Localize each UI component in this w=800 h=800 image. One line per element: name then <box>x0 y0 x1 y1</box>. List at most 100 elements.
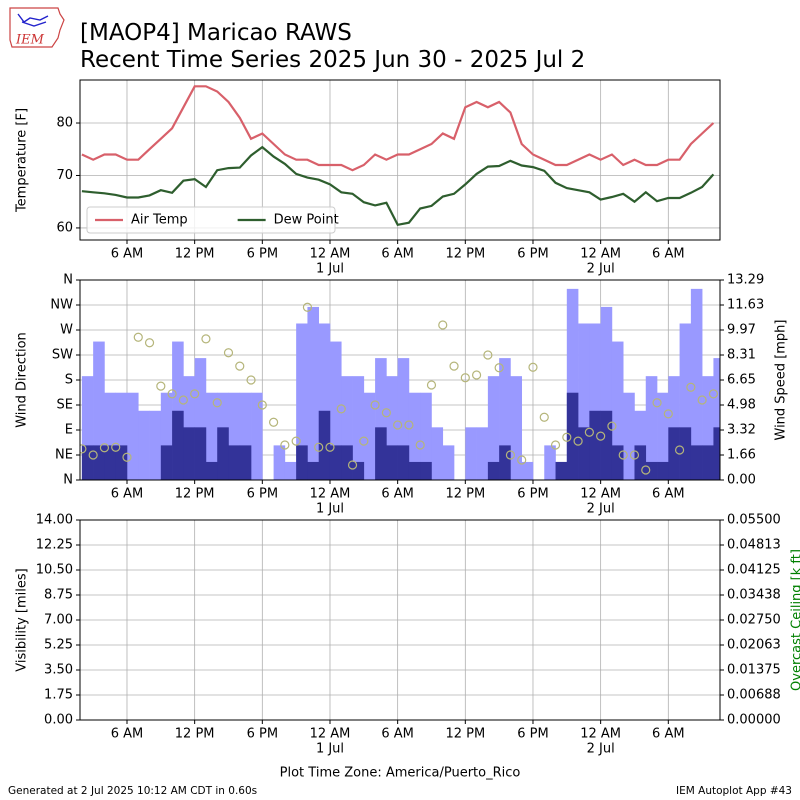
plot-frame <box>79 519 721 721</box>
y-axis-label: Visibility [miles] <box>15 568 30 671</box>
x-tick-label: 6 AM <box>111 727 144 742</box>
legend-box <box>86 206 336 234</box>
bar <box>93 341 105 480</box>
point <box>212 398 222 408</box>
footer-right: IEM Autoplot App #43 <box>676 785 792 797</box>
bar <box>713 427 720 480</box>
bar <box>420 461 432 480</box>
y2-tick-label: 13.29 <box>727 273 764 288</box>
bar <box>363 392 376 480</box>
x-tick-label: 6 AM <box>381 247 414 262</box>
point <box>302 302 313 312</box>
point <box>629 450 640 460</box>
point <box>235 361 245 371</box>
point <box>190 389 200 399</box>
point <box>156 381 166 391</box>
y2-tick-label: 0.05500 <box>727 513 781 528</box>
x-tick-label: 12 AM <box>580 727 621 742</box>
bar <box>623 392 635 480</box>
bar <box>645 461 658 480</box>
x-tick-label: 12 PM <box>175 247 215 262</box>
point <box>708 389 719 399</box>
x-axis-label: Plot Time Zone: America/Puerto_Rico <box>280 766 521 781</box>
bar <box>397 358 410 480</box>
bar <box>183 427 195 480</box>
bar <box>251 392 263 480</box>
y-tick-label: 60 <box>56 220 73 235</box>
bar <box>431 427 444 480</box>
y2-axis-label: Wind Speed [mph] <box>774 320 789 441</box>
bar <box>578 323 590 480</box>
bar <box>239 445 252 480</box>
bar <box>217 427 229 480</box>
point <box>460 373 470 383</box>
bar <box>172 410 184 480</box>
legend-label: Dew Point <box>274 213 339 228</box>
point <box>133 332 143 342</box>
point <box>370 400 380 410</box>
point <box>607 421 617 431</box>
x-tick-label: 12 PM <box>175 727 215 742</box>
x-tick-label: 6 PM <box>517 247 548 262</box>
y-tick-label: N <box>63 273 73 288</box>
x-tick-label: 12 PM <box>175 487 215 502</box>
x-tick-label: 6 AM <box>111 487 144 502</box>
y2-tick-label: 0.04125 <box>727 563 781 578</box>
bar <box>555 461 568 480</box>
bar <box>668 427 680 480</box>
bar <box>126 392 139 480</box>
point <box>257 400 267 410</box>
bar <box>296 323 308 480</box>
x-tick-label: 6 AM <box>381 487 414 502</box>
point <box>426 380 437 390</box>
bar <box>645 376 658 480</box>
point <box>584 427 594 437</box>
y-tick-label: NW <box>50 298 73 313</box>
bar <box>205 461 218 480</box>
bar <box>194 427 207 480</box>
point <box>359 436 369 446</box>
point <box>178 395 188 405</box>
point <box>393 420 403 430</box>
legend-label: Air Temp <box>131 213 188 228</box>
point <box>438 320 448 330</box>
x-tick-label: 12 AM <box>580 487 621 502</box>
y2-tick-label: 3.32 <box>727 423 756 438</box>
chart-title: [MAOP4] Maricao RAWS <box>80 20 352 46</box>
bar <box>104 392 117 480</box>
point <box>122 452 132 462</box>
point <box>280 440 290 450</box>
bar <box>341 376 353 480</box>
x-tick-label: 6 PM <box>517 487 548 502</box>
x-tick-label: 6 AM <box>652 487 685 502</box>
bar <box>510 376 523 480</box>
y-tick-label: E <box>65 423 73 438</box>
x-tick-label: 6 AM <box>381 727 414 742</box>
point <box>697 395 707 405</box>
point <box>223 348 234 358</box>
bar <box>81 445 94 480</box>
y2-tick-label: 0.04813 <box>727 538 781 553</box>
x-tick-label: 6 PM <box>247 247 278 262</box>
bar <box>499 445 511 480</box>
x-tick-label: 12 AM <box>310 247 351 262</box>
bar <box>611 445 624 480</box>
bar <box>375 427 387 480</box>
x-tick-date: 2 Jul <box>587 502 615 517</box>
y2-tick-label: 0.03438 <box>727 588 781 603</box>
point <box>449 361 459 371</box>
bar <box>521 461 534 480</box>
y-tick-label: 1.75 <box>44 688 73 703</box>
logo: IEM <box>9 7 65 48</box>
bar <box>273 445 286 480</box>
point <box>314 442 324 452</box>
point <box>347 460 358 470</box>
bar <box>115 445 128 480</box>
bar <box>657 392 669 480</box>
point <box>528 362 538 372</box>
x-tick-date: 1 Jul <box>316 262 344 277</box>
point <box>167 389 177 399</box>
x-tick-date: 2 Jul <box>587 262 615 277</box>
bar <box>589 410 601 480</box>
point <box>471 370 482 380</box>
